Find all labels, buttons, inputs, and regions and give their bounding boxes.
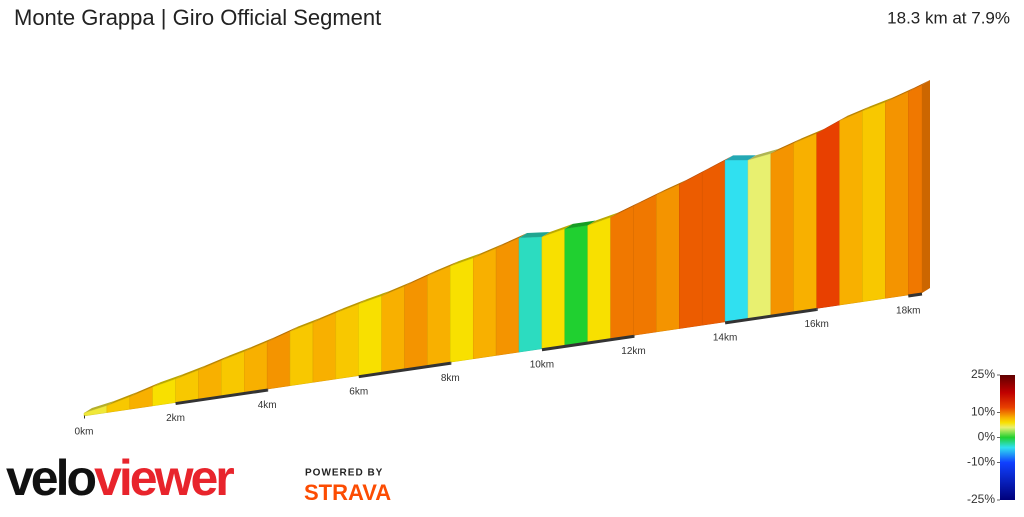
tick-mark — [175, 388, 268, 406]
segment-top — [244, 336, 276, 352]
colorbar-label: 10% — [971, 405, 995, 419]
segment — [770, 142, 795, 316]
segment-top — [450, 253, 482, 267]
x-tick-label: 0km — [75, 427, 94, 438]
segment-top — [725, 155, 756, 161]
segment — [518, 236, 543, 353]
x-tick-label: 8km — [441, 373, 460, 384]
segment-top — [564, 220, 596, 229]
segment-top — [473, 243, 505, 259]
colorbar-label: 25% — [971, 367, 995, 381]
x-tick-label: 18km — [896, 306, 920, 317]
segment-top — [770, 138, 802, 154]
segment — [908, 84, 923, 296]
x-tick-label: 2km — [166, 413, 185, 424]
segment-top — [198, 355, 230, 371]
segment-top — [84, 400, 115, 413]
tick-mark — [358, 361, 451, 379]
segment-top — [335, 299, 367, 313]
segment — [816, 120, 840, 309]
segment-top — [839, 106, 871, 121]
colorbar-label: 0% — [978, 430, 996, 444]
segment — [198, 360, 222, 400]
tick-mark — [908, 292, 923, 298]
end-face — [922, 80, 930, 293]
segment — [472, 248, 497, 360]
x-tick-label: 4km — [258, 400, 277, 411]
segment — [335, 303, 360, 380]
segment — [862, 101, 886, 303]
segment — [587, 217, 611, 343]
segment — [885, 91, 909, 299]
segment — [358, 295, 382, 376]
segment — [289, 322, 314, 387]
segment-top — [221, 346, 253, 361]
segment — [701, 160, 726, 326]
chart-title: Monte Grappa | Giro Official Segment — [14, 5, 381, 30]
segment — [106, 396, 131, 413]
segment — [381, 285, 405, 373]
strava-logo: STRAVA — [304, 480, 391, 505]
segment — [793, 133, 817, 313]
segment — [610, 205, 634, 339]
segment-top — [427, 261, 459, 276]
segment-top — [358, 290, 390, 305]
segment — [747, 153, 772, 319]
segment — [541, 228, 566, 350]
segment-top — [152, 374, 184, 388]
segment — [450, 257, 474, 363]
segment — [495, 237, 520, 356]
segment-top — [862, 97, 894, 112]
segment — [656, 184, 680, 333]
segment-top — [290, 317, 321, 332]
x-tick-label: 6km — [349, 386, 368, 397]
segment — [839, 110, 863, 306]
segment-top — [312, 307, 344, 323]
segment — [404, 275, 428, 370]
segment — [175, 369, 199, 403]
segment-top — [129, 382, 161, 397]
x-tick-label: 10km — [530, 359, 554, 370]
segment — [679, 172, 703, 329]
segment — [724, 159, 749, 323]
segment-top — [496, 232, 528, 249]
segment-top — [587, 212, 619, 226]
tick-mark — [724, 307, 817, 325]
segment-top — [404, 270, 436, 287]
segment-top — [175, 365, 207, 380]
segment-top — [541, 223, 573, 237]
x-tick-label: 16km — [804, 319, 828, 330]
segment-top — [519, 231, 550, 238]
colorbar — [1000, 375, 1015, 500]
x-tick-label: 12km — [621, 346, 645, 357]
logo: veloviewer — [6, 450, 234, 506]
x-tick-label: 14km — [713, 333, 737, 344]
chart-subtitle: 18.3 km at 7.9% — [887, 8, 1010, 27]
segment-top — [381, 281, 413, 296]
segment — [312, 312, 337, 383]
colorbar-label: -10% — [967, 455, 995, 469]
segment — [633, 194, 657, 336]
tick-mark — [541, 334, 634, 352]
segment-top — [793, 128, 825, 144]
segment-top — [747, 148, 779, 161]
segment-top — [106, 391, 138, 406]
segment-top — [656, 179, 688, 195]
segment-top — [267, 326, 299, 342]
segment — [152, 378, 176, 407]
powered-by: POWERED BY — [305, 468, 383, 479]
segment-top — [885, 86, 917, 103]
colorbar-label: -25% — [967, 492, 995, 506]
segment — [564, 225, 588, 346]
segment — [427, 265, 451, 366]
segment — [266, 331, 291, 390]
